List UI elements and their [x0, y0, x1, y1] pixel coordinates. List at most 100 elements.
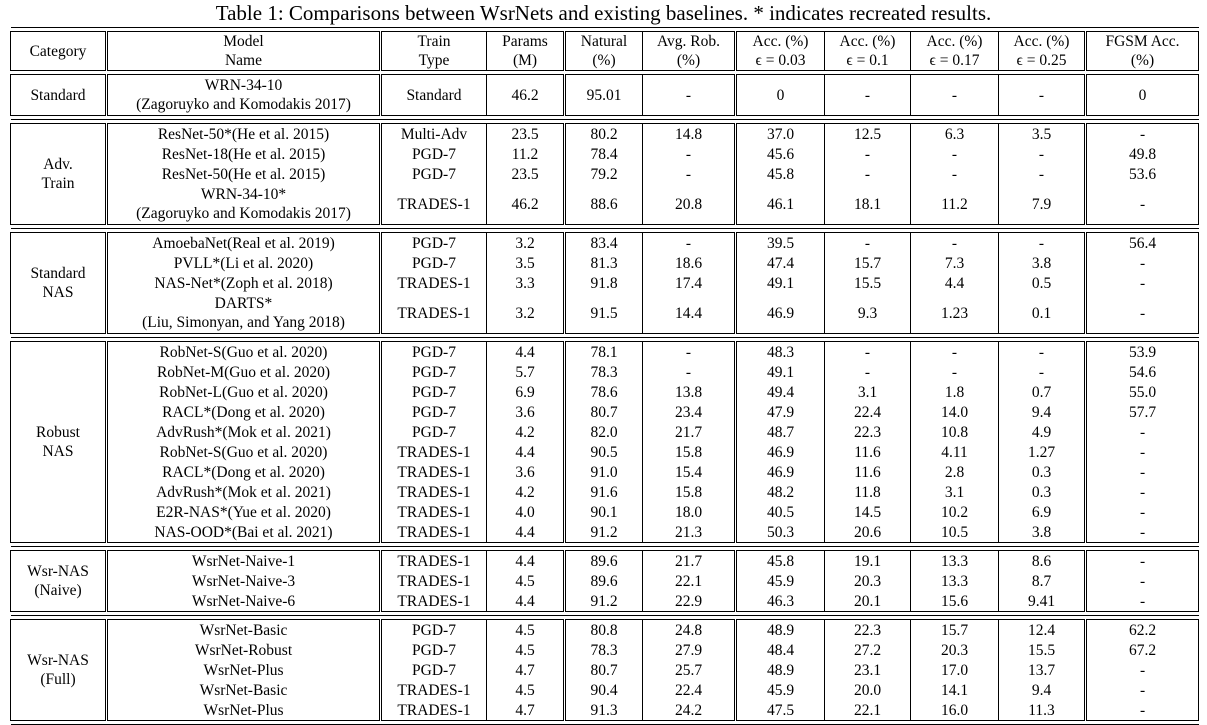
table-row: NAS-Net*(Zoph et al. 2018) TRADES-1 3.3 91.… [11, 273, 1200, 293]
category-cell: Robust NAS [10, 341, 108, 543]
acc-0-17-cell: 15.6 [910, 591, 999, 612]
acc-0-17-cell: 2.8 [910, 462, 999, 482]
avg-rob-cell: 21.7 [642, 422, 737, 442]
avg-rob-cell: 14.8 [642, 123, 737, 144]
table-row: E2R-NAS*(Yue et al. 2020) TRADES-1 4.0 90.1… [11, 502, 1200, 522]
fgsm-acc-cell: 53.6 [1085, 164, 1200, 184]
section-gap [10, 615, 1199, 620]
train-type-cell: TRADES-1 [380, 522, 487, 543]
acc-0-1-cell: - [824, 74, 911, 116]
avg-rob-cell: 24.2 [642, 700, 737, 721]
train-type-cell: PGD-7 [380, 164, 487, 184]
model-name-cell: DARTS* (Liu, Simonyan, and Yang 2018) [106, 293, 382, 334]
acc-0-25-cell: 1.27 [998, 442, 1087, 462]
model-name-cell: WsrNet-Robust [106, 640, 382, 660]
avg-rob-cell: 24.8 [642, 619, 737, 640]
avg-rob-cell: 20.8 [642, 184, 737, 225]
table-caption: Table 1: Comparisons between WsrNets and… [215, 1, 992, 25]
natural-cell: 91.2 [564, 591, 643, 612]
model-name-cell: RobNet-S(Guo et al. 2020) [106, 442, 382, 462]
params-cell: 23.5 [486, 123, 566, 144]
natural-cell: 78.1 [564, 341, 643, 362]
category-cell: Adv. Train [10, 123, 108, 225]
acc-0-17-cell: - [910, 362, 999, 382]
fgsm-acc-cell: - [1085, 123, 1200, 144]
table-row: WsrNet-Naive-6 TRADES-1 4.4 91.2 22.9 46.3 20.… [11, 591, 1200, 612]
table-row: PVLL*(Li et al. 2020) PGD-7 3.5 81.3 18.6 47.… [11, 253, 1200, 273]
acc-0-03-cell: 39.5 [735, 232, 825, 253]
params-cell: 4.7 [486, 700, 566, 721]
header-train: Train Type [380, 31, 487, 71]
section-gap [10, 27, 1199, 32]
params-cell: 5.7 [486, 362, 566, 382]
natural-cell: 78.4 [564, 144, 643, 164]
acc-0-03-cell: 45.9 [735, 571, 825, 591]
train-type-cell: TRADES-1 [380, 273, 487, 293]
acc-0-25-cell: 12.4 [998, 619, 1087, 640]
acc-0-03-cell: 49.1 [735, 273, 825, 293]
table-row: Adv. Train ResNet-50*(He et al. 2015) Multi… [10, 123, 1200, 225]
natural-cell: 83.4 [564, 232, 643, 253]
fgsm-acc-cell: - [1085, 660, 1200, 680]
acc-0-1-cell: 20.0 [824, 680, 911, 700]
model-name-cell: NAS-Net*(Zoph et al. 2018) [106, 273, 382, 293]
model-name-cell: WsrNet-Naive-1 [106, 550, 382, 571]
acc-0-17-cell: - [910, 144, 999, 164]
acc-0-1-cell: - [824, 232, 911, 253]
acc-0-17-cell: 10.5 [910, 522, 999, 543]
fgsm-acc-cell: - [1085, 502, 1200, 522]
params-cell: 11.2 [486, 144, 566, 164]
header-params: Params (M) [486, 31, 566, 71]
acc-0-1-cell: 22.1 [824, 700, 911, 721]
avg-rob-cell: 18.6 [642, 253, 737, 273]
acc-0-17-cell: 3.1 [910, 482, 999, 502]
avg-rob-cell: - [642, 232, 737, 253]
natural-cell: 91.8 [564, 273, 643, 293]
table-row: AdvRush*(Mok et al. 2021) PGD-7 4.2 82.0 21.… [11, 422, 1200, 442]
acc-0-25-cell: 0.7 [998, 382, 1087, 402]
section-gap [10, 228, 1199, 233]
params-cell: 3.2 [486, 232, 566, 253]
acc-0-25-cell: - [998, 362, 1087, 382]
acc-0-17-cell: 13.3 [910, 550, 999, 571]
header-acc3: Acc. (%) ϵ = 0.17 [910, 31, 999, 71]
section-gap [10, 720, 1199, 725]
acc-0-17-cell: 10.8 [910, 422, 999, 442]
params-cell: 4.5 [486, 571, 566, 591]
acc-0-25-cell: 7.9 [998, 184, 1087, 225]
acc-0-03-cell: 48.2 [735, 482, 825, 502]
natural-cell: 82.0 [564, 422, 643, 442]
params-cell: 4.4 [486, 550, 566, 571]
acc-0-1-cell: 15.5 [824, 273, 911, 293]
acc-0-03-cell: 49.1 [735, 362, 825, 382]
params-cell: 4.0 [486, 502, 566, 522]
model-name-cell: RobNet-M(Guo et al. 2020) [106, 362, 382, 382]
natural-cell: 89.6 [564, 571, 643, 591]
train-type-cell: PGD-7 [380, 341, 487, 362]
acc-0-25-cell: - [998, 164, 1087, 184]
section-gap [10, 337, 1199, 342]
acc-0-1-cell: - [824, 362, 911, 382]
acc-0-1-cell: 14.5 [824, 502, 911, 522]
table-row: WsrNet-Naive-3 TRADES-1 4.5 89.6 22.1 45.9 20.… [11, 571, 1200, 591]
avg-rob-cell: 14.4 [642, 293, 737, 334]
params-cell: 4.4 [486, 522, 566, 543]
table-row: WsrNet-Plus TRADES-1 4.7 91.3 24.2 47.5 22.1 16… [11, 700, 1200, 721]
train-type-cell: TRADES-1 [380, 442, 487, 462]
table-row: DARTS* (Liu, Simonyan, and Yang 2018) TRAD… [11, 293, 1200, 334]
model-name-cell: WsrNet-Naive-3 [106, 571, 382, 591]
params-cell: 4.2 [486, 482, 566, 502]
params-cell: 3.6 [486, 462, 566, 482]
acc-0-1-cell: 12.5 [824, 123, 911, 144]
acc-0-1-cell: 22.4 [824, 402, 911, 422]
fgsm-acc-cell: - [1085, 253, 1200, 273]
fgsm-acc-cell: - [1085, 700, 1200, 721]
model-name-cell: RACL*(Dong et al. 2020) [106, 462, 382, 482]
train-type-cell: PGD-7 [380, 382, 487, 402]
acc-0-17-cell: 4.4 [910, 273, 999, 293]
header-category: Category [10, 31, 108, 71]
acc-0-17-cell: 4.11 [910, 442, 999, 462]
fgsm-acc-cell: 57.7 [1085, 402, 1200, 422]
fgsm-acc-cell: - [1085, 184, 1200, 225]
acc-0-17-cell: 16.0 [910, 700, 999, 721]
